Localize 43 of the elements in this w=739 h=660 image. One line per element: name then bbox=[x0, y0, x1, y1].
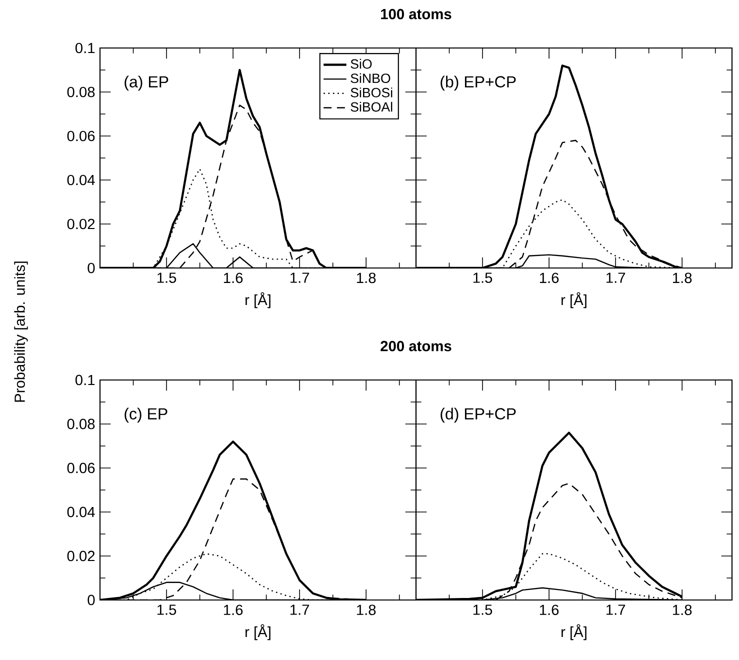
x-axis-title: r [Å] bbox=[562, 292, 586, 308]
x-tick-label: 1.5 bbox=[473, 272, 492, 283]
y-tick-label: 0.02 bbox=[67, 550, 95, 562]
x-tick-label: 1.5 bbox=[473, 604, 492, 615]
x-tick-label: 1.8 bbox=[357, 272, 376, 284]
x-tick-label: 1.6 bbox=[540, 604, 559, 616]
y-tick-label: 0.1 bbox=[75, 42, 95, 54]
x-tick-label: 1.8 bbox=[673, 272, 692, 284]
annotation: (d) EP+CP bbox=[440, 408, 516, 423]
y-axis-title: Probability [arb. units] bbox=[14, 262, 28, 402]
y-tick-label: 0 bbox=[88, 594, 95, 606]
annotation: (c) EP bbox=[124, 408, 168, 423]
x-tick-label: 1.5 bbox=[157, 272, 176, 283]
annotation: (a) EP bbox=[124, 76, 168, 91]
y-tick-label: 0.06 bbox=[67, 130, 95, 142]
y-tick-label: 0 bbox=[88, 262, 95, 274]
x-tick-label: 1.6 bbox=[224, 604, 243, 616]
x-tick-label: 1.5 bbox=[157, 604, 176, 615]
x-axis-title: r [Å] bbox=[246, 292, 270, 308]
x-tick-label: 1.7 bbox=[290, 272, 310, 283]
y-tick-label: 0.04 bbox=[67, 506, 95, 518]
x-tick-label: 1.6 bbox=[540, 272, 559, 284]
x-tick-label: 1.6 bbox=[224, 272, 243, 284]
y-tick-label: 0.04 bbox=[67, 174, 95, 186]
x-tick-label: 1.7 bbox=[606, 604, 626, 615]
x-tick-label: 1.8 bbox=[357, 604, 376, 616]
x-tick-label: 1.7 bbox=[290, 604, 310, 615]
y-tick-label: 0.02 bbox=[67, 218, 95, 230]
x-axis-title: r [Å] bbox=[562, 624, 586, 640]
annotation: (b) EP+CP bbox=[440, 76, 516, 91]
x-tick-label: 1.8 bbox=[673, 604, 692, 616]
legend-label: SiBOAl bbox=[350, 102, 392, 112]
y-tick-label: 0.1 bbox=[75, 374, 95, 386]
chart-title: 100 atoms bbox=[381, 8, 452, 20]
x-tick-label: 1.7 bbox=[606, 272, 626, 283]
y-tick-label: 0.08 bbox=[67, 418, 95, 430]
y-tick-label: 0.06 bbox=[67, 462, 95, 474]
chart-title: 200 atoms bbox=[380, 340, 452, 352]
legend-label: SiNBO bbox=[350, 73, 390, 84]
legend-label: SiBOSi bbox=[350, 88, 392, 98]
y-tick-label: 0.08 bbox=[67, 86, 95, 98]
x-axis-title: r [Å] bbox=[246, 624, 270, 640]
legend-label: SiO bbox=[350, 58, 372, 69]
